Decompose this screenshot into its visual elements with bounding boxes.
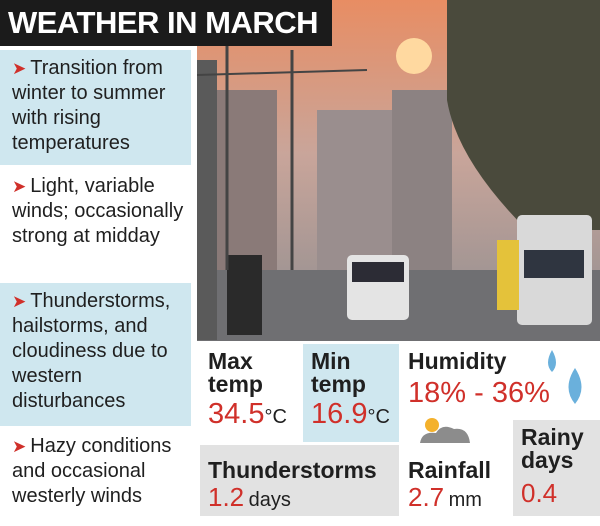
rainy-days-panel: Rainy days 0.4: [513, 420, 600, 516]
drops-icon: [548, 350, 582, 404]
label: Thunderstorms: [208, 457, 377, 483]
value: 18% - 36%: [408, 377, 550, 409]
unit: °C: [367, 406, 390, 428]
weather-icon: [420, 418, 470, 443]
bullet-text: Hazy conditions and occasional westerly …: [12, 435, 172, 507]
bullet: ➤ Thunderstorms, hailstorms, and cloudine…: [0, 283, 191, 426]
label: Max temp: [208, 348, 263, 397]
thunderstorms-panel: Thunderstorms 1.2 days: [200, 445, 399, 516]
max-temp-panel: Max temp 34.5°C: [200, 344, 301, 442]
unit: days: [248, 489, 291, 511]
value: 1.2: [208, 482, 245, 512]
label: Rainy days: [521, 424, 584, 473]
unit: °C: [264, 406, 287, 428]
title: WEATHER IN MARCH: [0, 0, 332, 46]
label: Humidity: [408, 348, 507, 374]
humidity-panel: Humidity 18% - 36%: [400, 344, 600, 420]
bullet-text: Thunderstorms, hailstorms, and cloudines…: [12, 290, 171, 412]
bullet-text: Light, variable winds; occasionally stro…: [12, 175, 184, 247]
bullet: ➤ Transition from winter to summer with r…: [0, 50, 191, 165]
value: 34.5: [208, 398, 265, 430]
unit: mm: [448, 489, 482, 511]
bullet-text: Transition from winter to summer with ri…: [12, 57, 166, 154]
bullet: ➤ Light, variable winds; occasionally str…: [12, 175, 184, 247]
value: 0.4: [521, 478, 558, 508]
street-photo: [197, 0, 600, 341]
bullet: ➤ Hazy conditions and occasional westerly…: [12, 435, 172, 507]
label: Rainfall: [408, 457, 492, 483]
min-temp-panel: Min temp 16.9°C: [303, 344, 399, 442]
value: 16.9: [311, 398, 368, 430]
label: Min temp: [311, 348, 366, 397]
value: 2.7: [408, 482, 445, 512]
rainfall-panel: Rainfall 2.7 mm: [400, 445, 511, 516]
